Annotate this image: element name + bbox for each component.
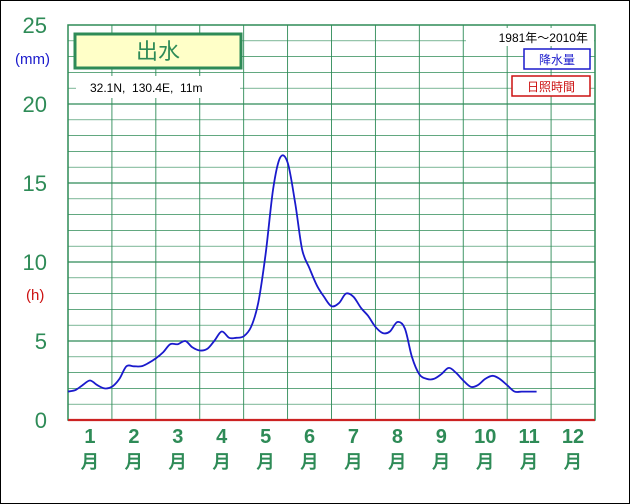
x-month-number: 2 bbox=[128, 426, 139, 448]
x-month-number: 6 bbox=[304, 426, 315, 448]
y-tick-label: 10 bbox=[23, 250, 47, 275]
x-month-number: 5 bbox=[260, 426, 271, 448]
x-month-suffix: 月 bbox=[563, 452, 582, 473]
series-layer bbox=[67, 154, 537, 393]
x-month-suffix: 月 bbox=[343, 452, 362, 473]
y-unit-primary: (mm) bbox=[15, 51, 50, 68]
legend-sunshine-label: 日照時間 bbox=[527, 80, 575, 94]
x-month-number: 11 bbox=[519, 426, 540, 448]
legend-sunshine: 日照時間 bbox=[511, 75, 591, 97]
x-month-number: 7 bbox=[348, 426, 359, 448]
x-month-suffix: 月 bbox=[80, 452, 99, 473]
x-month-number: 12 bbox=[562, 426, 584, 448]
coords-box: 32.1N, 130.4E, 11m bbox=[76, 76, 240, 98]
precipitation-line bbox=[67, 154, 537, 393]
y-unit-secondary: (h) bbox=[26, 287, 44, 304]
x-month-suffix: 月 bbox=[475, 452, 494, 473]
x-month-suffix: 月 bbox=[519, 452, 538, 473]
x-month-suffix: 月 bbox=[300, 452, 319, 473]
x-month-suffix: 月 bbox=[387, 452, 406, 473]
y-tick-label: 5 bbox=[35, 329, 47, 354]
chart-title: 出水 bbox=[136, 40, 180, 65]
x-month-number: 4 bbox=[216, 426, 228, 448]
x-month-suffix: 月 bbox=[124, 452, 143, 473]
x-month-suffix: 月 bbox=[431, 452, 450, 473]
y-tick-label: 0 bbox=[35, 408, 47, 433]
x-month-suffix: 月 bbox=[212, 452, 231, 473]
x-month-number: 8 bbox=[392, 426, 403, 448]
x-month-suffix: 月 bbox=[256, 452, 275, 473]
grid bbox=[67, 24, 596, 422]
x-axis-labels: 1 月 2 月 3 月 4 月 5 月 6 月 7 月 8 月 9 月 10 月 11 月 12 月 bbox=[80, 426, 584, 473]
y-tick-label: 15 bbox=[23, 171, 47, 196]
x-month-number: 10 bbox=[474, 426, 496, 448]
title-box: 出水 bbox=[73, 32, 243, 70]
x-month-number: 3 bbox=[172, 426, 183, 448]
period-label: 1981年～2010年 bbox=[499, 31, 588, 45]
x-month-suffix: 月 bbox=[168, 452, 187, 473]
legend-precipitation-label: 降水量 bbox=[539, 53, 575, 67]
y-axis-tick-labels: 0 5 10 15 20 25 bbox=[23, 13, 47, 433]
x-month-number: 1 bbox=[84, 426, 95, 448]
y-tick-label: 20 bbox=[23, 92, 47, 117]
y-tick-label: 25 bbox=[23, 13, 47, 38]
x-month-number: 9 bbox=[436, 426, 447, 448]
station-coordinates: 32.1N, 130.4E, 11m bbox=[90, 81, 203, 95]
legend-precipitation: 降水量 bbox=[523, 48, 591, 70]
